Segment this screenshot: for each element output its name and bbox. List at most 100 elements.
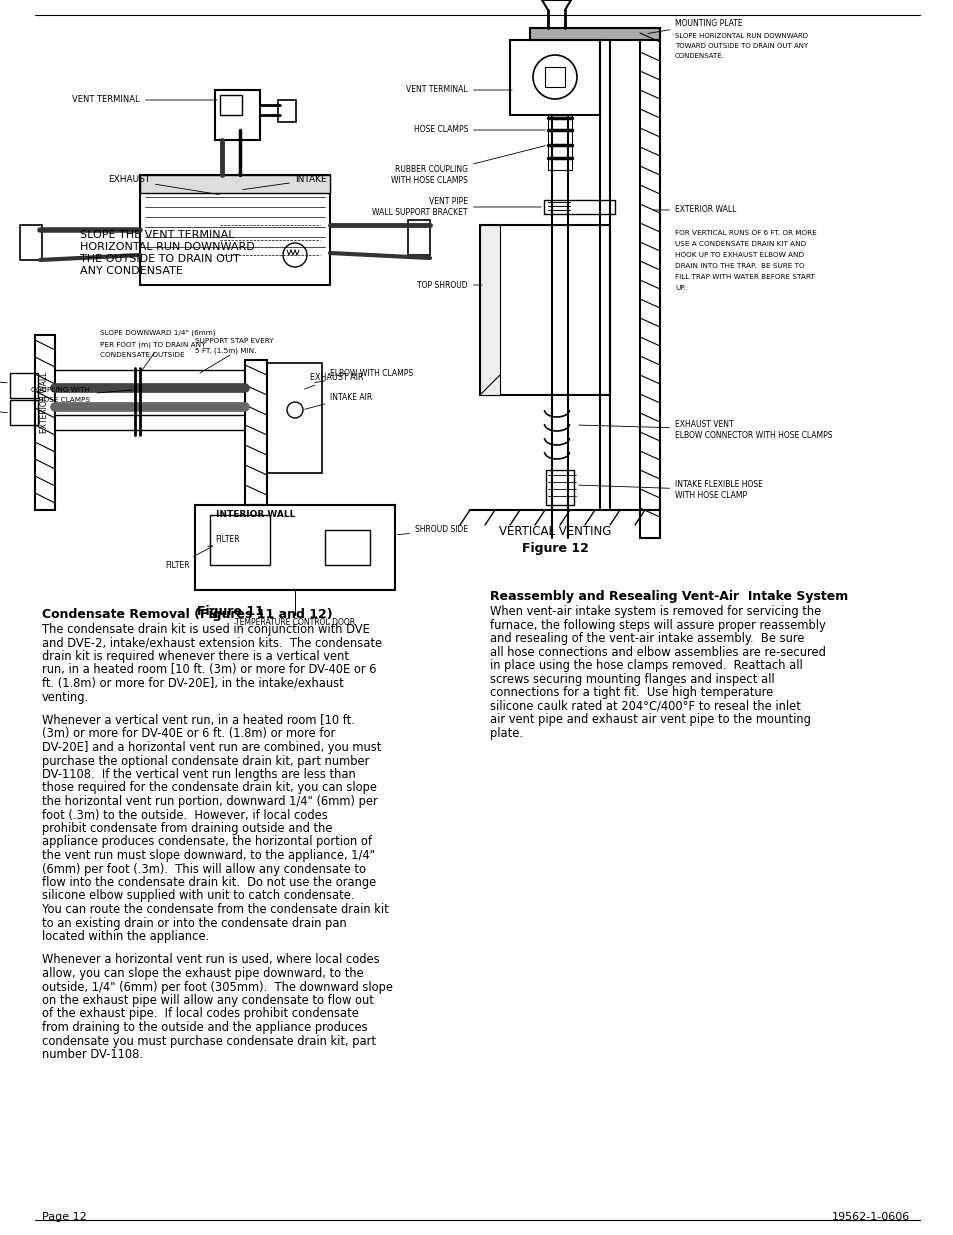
Text: the vent run must slope downward, to the appliance, 1/4": the vent run must slope downward, to the…	[42, 848, 375, 862]
Text: The condensate drain kit is used in conjunction with DVE: The condensate drain kit is used in conj…	[42, 622, 370, 636]
Bar	[639, 28, 659, 538]
Text: outside, 1/4" (6mm) per foot (305mm).  The downward slope: outside, 1/4" (6mm) per foot (305mm). Th…	[42, 981, 393, 993]
Text: RUBBER COUPLING
WITH HOSE CLAMPS: RUBBER COUPLING WITH HOSE CLAMPS	[391, 146, 545, 185]
Text: Figure 11: Figure 11	[196, 605, 263, 618]
Bar	[214, 90, 260, 140]
Text: the horizontal vent run portion, downward 1/4" (6mm) per: the horizontal vent run portion, downwar…	[42, 795, 377, 808]
Text: connections for a tight fit.  Use high temperature: connections for a tight fit. Use high te…	[490, 685, 773, 699]
Text: air vent pipe and exhaust air vent pipe to the mounting: air vent pipe and exhaust air vent pipe …	[490, 713, 810, 726]
Bar	[20, 225, 42, 261]
Text: EXTERIOR WALL: EXTERIOR WALL	[40, 372, 50, 432]
Text: located within the appliance.: located within the appliance.	[42, 930, 209, 944]
Bar	[547, 115, 572, 170]
Text: furnace, the following steps will assure proper reassembly: furnace, the following steps will assure…	[490, 619, 825, 631]
Bar	[10, 373, 38, 398]
Text: number DV-1108.: number DV-1108.	[42, 1049, 143, 1061]
Text: EXTERIOR WALL: EXTERIOR WALL	[652, 205, 736, 215]
Text: drain kit is required whenever there is a vertical vent: drain kit is required whenever there is …	[42, 650, 349, 663]
Text: THE OUTSIDE TO DRAIN OUT: THE OUTSIDE TO DRAIN OUT	[80, 254, 239, 264]
Text: SUPPORT STAP EVERY: SUPPORT STAP EVERY	[194, 338, 274, 345]
Text: COUPLING WITH: COUPLING WITH	[31, 387, 90, 393]
Text: (3m) or more for DV-40E or 6 ft. (1.8m) or more for: (3m) or more for DV-40E or 6 ft. (1.8m) …	[42, 727, 335, 741]
Text: to an existing drain or into the condensate drain pan: to an existing drain or into the condens…	[42, 916, 346, 930]
Text: silicone elbow supplied with unit to catch condensate.: silicone elbow supplied with unit to cat…	[42, 889, 355, 903]
Bar	[479, 225, 499, 395]
Text: HORIZONTAL RUN DOWNWARD: HORIZONTAL RUN DOWNWARD	[80, 242, 254, 252]
Text: VERTICAL VENTING: VERTICAL VENTING	[498, 525, 611, 538]
Text: USE A CONDENSATE DRAIN KIT AND: USE A CONDENSATE DRAIN KIT AND	[675, 241, 805, 247]
Text: EXHAUST: EXHAUST	[108, 175, 219, 195]
Text: EXHAUST VENT
ELBOW CONNECTOR WITH HOSE CLAMPS: EXHAUST VENT ELBOW CONNECTOR WITH HOSE C…	[578, 420, 832, 440]
Text: from draining to the outside and the appliance produces: from draining to the outside and the app…	[42, 1021, 367, 1034]
Text: INTERIOR WALL: INTERIOR WALL	[216, 510, 295, 519]
Text: ft. (1.8m) or more for DV-20E], in the intake/exhaust: ft. (1.8m) or more for DV-20E], in the i…	[42, 677, 343, 690]
Text: those required for the condensate drain kit, you can slope: those required for the condensate drain …	[42, 782, 376, 794]
Text: flow into the condensate drain kit.  Do not use the orange: flow into the condensate drain kit. Do n…	[42, 876, 375, 889]
Text: VENT PIPE
WALL SUPPORT BRACKET: VENT PIPE WALL SUPPORT BRACKET	[372, 198, 540, 216]
Bar	[530, 28, 659, 40]
Text: HOSE CLAMPS: HOSE CLAMPS	[414, 126, 545, 135]
Text: INTAKE AIR: INTAKE AIR	[0, 373, 8, 383]
Bar	[545, 471, 574, 505]
Bar	[267, 363, 322, 473]
Text: of the exhaust pipe.  If local codes prohibit condensate: of the exhaust pipe. If local codes proh…	[42, 1008, 358, 1020]
Bar	[408, 220, 430, 254]
Text: foot (.3m) to the outside.  However, if local codes: foot (.3m) to the outside. However, if l…	[42, 809, 328, 821]
Text: 5 FT. (1.5m) MIN.: 5 FT. (1.5m) MIN.	[194, 348, 256, 354]
Bar	[325, 530, 370, 564]
Bar	[510, 40, 599, 115]
Text: HOSE CLAMPS: HOSE CLAMPS	[38, 396, 90, 403]
Text: on the exhaust pipe will allow any condensate to flow out: on the exhaust pipe will allow any conde…	[42, 994, 374, 1007]
Text: INTAKE: INTAKE	[242, 175, 326, 190]
Text: INTAKE AIR: INTAKE AIR	[304, 393, 372, 409]
Text: run, in a heated room [10 ft. (3m) or more for DV-40E or 6: run, in a heated room [10 ft. (3m) or mo…	[42, 663, 376, 677]
Text: VENT TERMINAL: VENT TERMINAL	[72, 95, 217, 105]
Text: VENT TERMINAL: VENT TERMINAL	[406, 85, 512, 95]
Text: prohibit condensate from draining outside and the: prohibit condensate from draining outsid…	[42, 823, 333, 835]
Text: appliance produces condensate, the horizontal portion of: appliance produces condensate, the horiz…	[42, 836, 372, 848]
Text: Condensate Removal (Figures 11 and 12): Condensate Removal (Figures 11 and 12)	[42, 608, 333, 621]
Text: UP.: UP.	[675, 285, 685, 291]
Text: Whenever a vertical vent run, in a heated room [10 ft.: Whenever a vertical vent run, in a heate…	[42, 714, 355, 727]
Text: Page 12: Page 12	[42, 1212, 87, 1221]
Text: CONDENSATE.: CONDENSATE.	[675, 53, 724, 59]
Bar	[140, 175, 330, 285]
Text: FILTER: FILTER	[214, 535, 239, 543]
Bar	[543, 200, 615, 214]
Text: SLOPE HORIZONTAL RUN DOWNWARD: SLOPE HORIZONTAL RUN DOWNWARD	[675, 33, 807, 40]
Text: INTAKE FLEXIBLE HOSE
WITH HOSE CLAMP: INTAKE FLEXIBLE HOSE WITH HOSE CLAMP	[578, 480, 762, 500]
Bar	[194, 505, 395, 590]
Text: in place using the hose clamps removed.  Reattach all: in place using the hose clamps removed. …	[490, 659, 801, 672]
Text: FOR VERTICAL RUNS OF 6 FT. OR MORE: FOR VERTICAL RUNS OF 6 FT. OR MORE	[675, 230, 816, 236]
Text: DV-1108.  If the vertical vent run lengths are less than: DV-1108. If the vertical vent run length…	[42, 768, 355, 781]
Bar	[277, 100, 295, 122]
Bar	[544, 67, 564, 86]
Text: allow, you can slope the exhaust pipe downward, to the: allow, you can slope the exhaust pipe do…	[42, 967, 363, 981]
Text: HOOK UP TO EXHAUST ELBOW AND: HOOK UP TO EXHAUST ELBOW AND	[675, 252, 803, 258]
Text: Reassembly and Resealing Vent-Air  Intake System: Reassembly and Resealing Vent-Air Intake…	[490, 590, 847, 603]
Bar	[220, 95, 242, 115]
Bar	[210, 515, 270, 564]
Text: When vent-air intake system is removed for servicing the: When vent-air intake system is removed f…	[490, 605, 821, 618]
Text: all hose connections and elbow assemblies are re-secured: all hose connections and elbow assemblie…	[490, 646, 825, 658]
Bar	[10, 400, 38, 425]
Text: TEMPERATURE CONTROL DOOR: TEMPERATURE CONTROL DOOR	[234, 618, 355, 627]
Text: SHROUD SIDE: SHROUD SIDE	[397, 526, 468, 535]
Text: plate.: plate.	[490, 726, 522, 740]
Bar	[245, 359, 267, 505]
Text: venting.: venting.	[42, 690, 89, 704]
Text: FILTER: FILTER	[165, 546, 213, 569]
Text: CONDENSATE OUTSIDE: CONDENSATE OUTSIDE	[100, 352, 185, 358]
Text: ANY CONDENSATE: ANY CONDENSATE	[80, 266, 183, 275]
Text: SLOPE DOWNWARD 1/4" (6mm): SLOPE DOWNWARD 1/4" (6mm)	[100, 330, 215, 336]
Text: screws securing mounting flanges and inspect all: screws securing mounting flanges and ins…	[490, 673, 774, 685]
Text: TOWARD OUTSIDE TO DRAIN OUT ANY: TOWARD OUTSIDE TO DRAIN OUT ANY	[675, 43, 807, 49]
Text: Figure 12: Figure 12	[521, 542, 588, 555]
Text: and resealing of the vent-air intake assembly.  Be sure: and resealing of the vent-air intake ass…	[490, 632, 803, 645]
Text: and DVE-2, intake/exhaust extension kits.  The condensate: and DVE-2, intake/exhaust extension kits…	[42, 636, 382, 650]
Text: FILL TRAP WITH WATER BEFORE START: FILL TRAP WITH WATER BEFORE START	[675, 274, 814, 280]
Text: condensate you must purchase condensate drain kit, part: condensate you must purchase condensate …	[42, 1035, 375, 1047]
Text: ELBOW WITH CLAMPS: ELBOW WITH CLAMPS	[314, 368, 413, 383]
Bar	[479, 225, 609, 395]
Text: purchase the optional condensate drain kit, part number: purchase the optional condensate drain k…	[42, 755, 369, 767]
